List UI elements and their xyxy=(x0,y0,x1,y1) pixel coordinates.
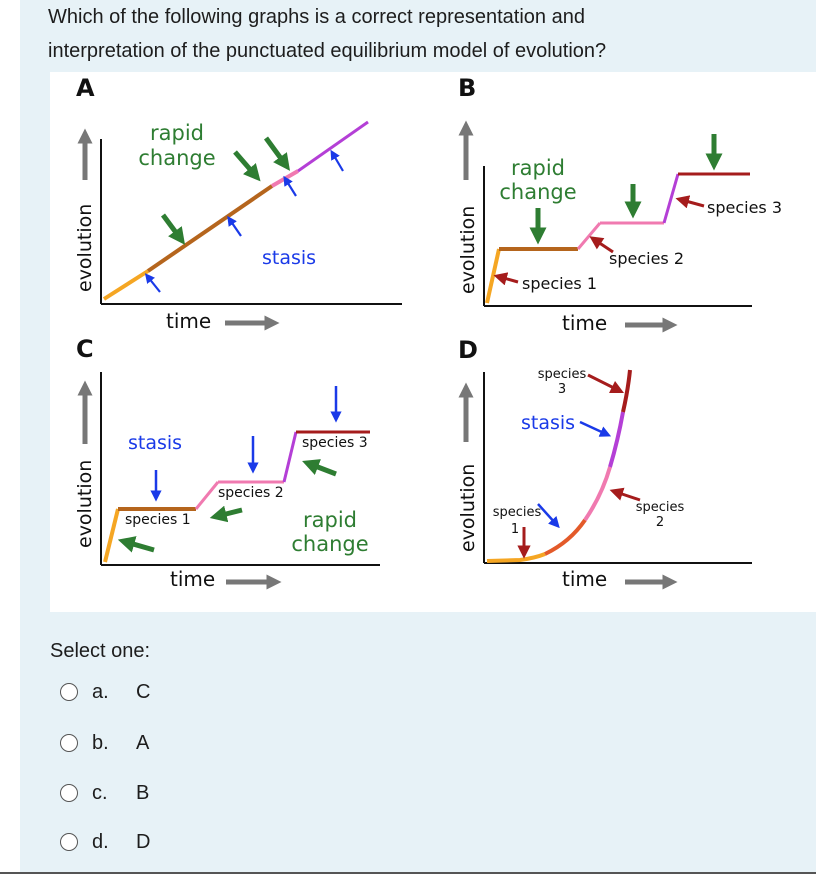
panel-a-blue-arrow-icon xyxy=(144,273,161,293)
panel-c-species-1-label: species 1 xyxy=(125,512,191,528)
panel-b-species-1-label: species 1 xyxy=(522,274,597,293)
panel-a-blue-arrow-icon xyxy=(227,215,242,237)
option-a-letter: a. xyxy=(92,680,109,703)
evolution-graphs-figure: A evolution time rapid change stasis B e… xyxy=(50,72,816,612)
panel-a-curve-purple xyxy=(297,120,369,173)
panel-d-species-1-label: species xyxy=(493,505,542,520)
panel-d-curve-orange xyxy=(486,552,546,563)
panel-d-curve-pink xyxy=(583,466,612,522)
panel-a: A evolution time rapid change stasis xyxy=(74,74,402,333)
select-one-label: Select one: xyxy=(50,640,151,662)
panel-c: C evolution time stasis species 1 specie… xyxy=(74,335,380,591)
panel-b-red-arrow-icon xyxy=(493,272,519,286)
panel-a-green-arrow-icon xyxy=(233,150,261,182)
panel-c-species-2-label: species 2 xyxy=(218,485,284,501)
panel-d-species-1-number: 1 xyxy=(511,522,519,537)
panel-a-ylabel: evolution xyxy=(74,204,96,292)
option-a-radio[interactable] xyxy=(60,683,78,701)
panel-d-blue-arrow-icon xyxy=(579,420,612,437)
panel-b-red-arrow-icon xyxy=(589,236,614,254)
option-a[interactable]: a. C xyxy=(60,678,150,706)
panel-d: D evolution time species 3 stasis specie… xyxy=(457,336,752,591)
option-a-text: C xyxy=(136,680,151,703)
panel-d-blue-arrow-icon xyxy=(537,503,560,529)
panel-b-curve-pink-rise xyxy=(576,222,602,250)
panel-b-change-label: change xyxy=(499,180,576,204)
panel-c-ylabel: evolution xyxy=(74,460,96,548)
panel-c-green-arrow-icon xyxy=(209,505,243,523)
panel-b-curve-orange xyxy=(485,248,501,304)
question-line-2: interpretation of the punctuated equilib… xyxy=(48,40,607,62)
panel-a-curve-pink xyxy=(271,169,299,188)
panel-b-curve-purple xyxy=(662,173,680,224)
panel-c-curve-orange xyxy=(103,508,120,563)
panel-c-xlabel: time xyxy=(170,567,215,591)
panel-a-curve-orange xyxy=(102,269,150,301)
option-c[interactable]: c. B xyxy=(60,779,149,807)
panel-c-species-3-label: species 3 xyxy=(302,435,368,451)
panel-a-stasis-label: stasis xyxy=(262,247,316,269)
question-line-1: Which of the following graphs is a corre… xyxy=(48,6,585,28)
panel-b-red-arrow-icon xyxy=(675,195,705,209)
bottom-divider xyxy=(0,872,816,874)
option-b[interactable]: b. A xyxy=(60,729,149,757)
panel-a-change-label: change xyxy=(138,146,215,170)
panel-c-green-arrow-icon xyxy=(117,536,155,553)
panel-d-red-arrow-icon xyxy=(587,373,625,394)
option-c-radio[interactable] xyxy=(60,784,78,802)
panel-a-green-arrow-icon xyxy=(160,213,186,245)
option-b-letter: b. xyxy=(92,731,109,754)
panel-b-letter: B xyxy=(458,74,476,102)
option-c-text: B xyxy=(136,781,150,804)
panel-a-curve-brown xyxy=(146,184,274,273)
panel-c-rapid-label: rapid xyxy=(303,508,357,532)
panel-c-change-label: change xyxy=(291,532,368,556)
panel-c-letter: C xyxy=(76,335,94,363)
panel-d-species-3-number: 3 xyxy=(558,382,566,397)
panel-c-curve-purple xyxy=(282,431,298,483)
panel-a-letter: A xyxy=(76,74,95,102)
panel-c-curve-pink-rise xyxy=(194,481,220,510)
panel-d-xlabel: time xyxy=(562,567,607,591)
panel-d-curve-orangered xyxy=(544,518,587,556)
panel-b-xlabel: time xyxy=(562,311,607,335)
panel-a-blue-arrow-icon xyxy=(330,149,344,172)
panel-a-xlabel: time xyxy=(166,309,211,333)
panel-b-species-2-label: species 2 xyxy=(609,249,684,268)
option-d[interactable]: d. D xyxy=(60,828,150,856)
panel-b-rapid-label: rapid xyxy=(511,156,565,180)
panel-c-green-arrow-icon xyxy=(302,459,337,477)
panel-b: B evolution time rapid change species 1 … xyxy=(457,74,782,335)
panel-c-stasis-label: stasis xyxy=(128,432,182,454)
panel-d-species-3-label: species xyxy=(538,367,587,382)
panel-a-green-arrow-icon xyxy=(263,136,291,171)
figure-svg: A evolution time rapid change stasis B e… xyxy=(74,74,782,591)
panel-b-species-3-label: species 3 xyxy=(707,198,782,217)
option-d-letter: d. xyxy=(92,830,109,853)
panel-d-red-arrow-icon xyxy=(609,487,641,502)
panel-b-ylabel: evolution xyxy=(457,206,479,294)
question-text: Which of the following graphs is a corre… xyxy=(48,0,788,68)
panel-d-curve-purple xyxy=(608,411,625,468)
panel-d-stasis-label: stasis xyxy=(521,412,575,434)
option-c-letter: c. xyxy=(92,781,108,804)
panel-d-species-2-number: 2 xyxy=(656,515,664,530)
panel-a-blue-arrow-icon xyxy=(283,175,297,197)
option-d-radio[interactable] xyxy=(60,833,78,851)
panel-d-species-2-label: species xyxy=(636,500,685,515)
option-b-radio[interactable] xyxy=(60,734,78,752)
panel-d-curve-darkred xyxy=(621,369,632,413)
option-b-text: A xyxy=(136,731,150,754)
panel-a-rapid-label: rapid xyxy=(150,121,204,145)
option-d-text: D xyxy=(136,830,151,853)
panel-d-ylabel: evolution xyxy=(457,464,479,552)
panel-d-letter: D xyxy=(458,336,478,364)
